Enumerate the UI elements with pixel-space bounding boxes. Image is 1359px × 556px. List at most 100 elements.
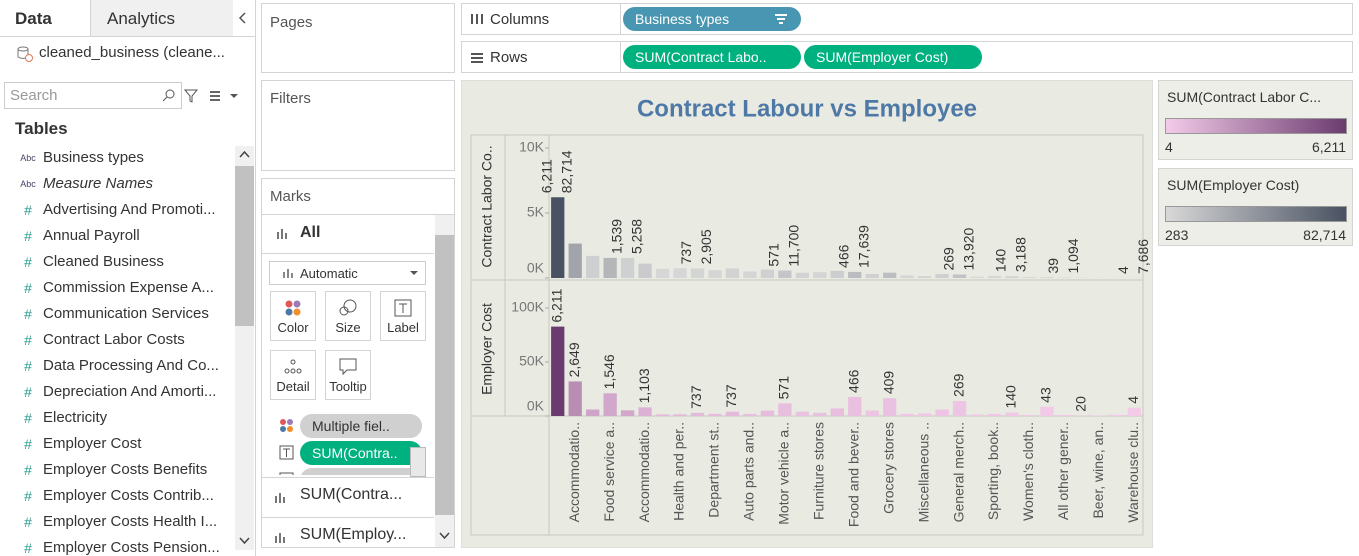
bar (743, 271, 757, 278)
bar (1040, 406, 1054, 416)
field-item[interactable]: # Electricity (0, 405, 232, 431)
color-legend[interactable]: SUM(Contract Labor C... 4 6,211 (1158, 80, 1353, 160)
toolbar-icons[interactable] (184, 88, 244, 104)
bar (848, 271, 862, 278)
field-item[interactable]: # Advertising And Promoti... (0, 197, 232, 223)
legend-title: SUM(Contract Labor C... (1167, 89, 1322, 105)
mark-type-dropdown[interactable]: Automatic (269, 261, 426, 285)
mark-button[interactable]: Color (270, 291, 316, 341)
bar (830, 408, 844, 416)
datasource-icon (17, 46, 33, 62)
field-name: Advertising And Promoti... (43, 201, 216, 218)
bar (1057, 277, 1072, 278)
bar-icon (275, 493, 285, 503)
mark-button[interactable]: Tooltip (325, 350, 371, 400)
data-tab[interactable]: Data (0, 0, 90, 36)
data-label: 269 (950, 373, 966, 397)
y-tick-label: 0K (527, 260, 545, 276)
marks-section[interactable]: SUM(Employ... (300, 526, 407, 543)
data-label: 737 (678, 241, 694, 265)
bar (795, 272, 809, 278)
field-type-icon: # (24, 280, 32, 296)
search-box[interactable]: Search (4, 82, 182, 109)
search-icon (162, 89, 175, 102)
row-pill[interactable]: SUM(Contract Labo.. (623, 45, 801, 69)
scrollbar[interactable] (235, 146, 254, 550)
bar (865, 410, 879, 416)
rows-shelf[interactable]: Rows SUM(Contract Labo.. SUM(Employer Co… (461, 41, 1353, 73)
data-label: 1,546 (601, 354, 617, 389)
marks-section[interactable]: SUM(Contra... (300, 486, 403, 503)
data-label: 6,211 (548, 288, 564, 322)
field-item[interactable]: # Annual Payroll (0, 223, 232, 249)
field-item[interactable]: # Data Processing And Co... (0, 353, 232, 379)
data-label: 6,211 (538, 159, 554, 193)
bar (813, 272, 827, 278)
field-type-icon: Abc (20, 179, 36, 189)
bar (743, 413, 757, 416)
scrollbar[interactable] (435, 215, 454, 547)
columns-shelf[interactable]: Columns Business types (461, 3, 1353, 35)
field-item[interactable]: # Cleaned Business (0, 249, 232, 275)
field-item[interactable]: # Contract Labor Costs (0, 327, 232, 353)
data-label: 571 (766, 243, 782, 267)
scroll-thumb[interactable] (435, 235, 454, 515)
mark-button[interactable]: Detail (270, 350, 316, 400)
collapse-icon[interactable] (236, 10, 250, 26)
field-name: Employer Cost (43, 435, 142, 452)
field-item[interactable]: # Employer Cost (0, 431, 232, 457)
column-pill[interactable]: Business types (623, 7, 801, 31)
marks-all[interactable]: All (300, 224, 321, 241)
pill-scroll[interactable] (410, 447, 426, 477)
bar (1127, 407, 1141, 416)
field-item[interactable]: # Employer Costs Benefits (0, 457, 232, 483)
bar (603, 393, 617, 416)
datasource-name[interactable]: cleaned_business (cleane... (39, 44, 225, 61)
bar (813, 412, 827, 416)
filters-title: Filters (270, 90, 311, 107)
field-item[interactable]: # Employer Costs Contrib... (0, 483, 232, 509)
mark-pill[interactable]: SUM(Contra.. (300, 441, 422, 465)
field-type-icon: # (24, 462, 32, 478)
bar (848, 396, 862, 416)
bar (603, 257, 617, 278)
marks-title: Marks (270, 188, 311, 205)
field-item[interactable]: # Commission Expense A... (0, 275, 232, 301)
mark-button[interactable]: Label (380, 291, 426, 341)
bar (708, 270, 722, 278)
field-item[interactable]: Abc Measure Names (0, 171, 232, 197)
field-name: Employer Costs Benefits (43, 461, 208, 478)
color-legend[interactable]: SUM(Employer Cost) 283 82,714 (1158, 168, 1353, 246)
pill-icon (279, 445, 294, 460)
x-tick-label: General merch.. (950, 422, 966, 522)
x-tick-label: Warehouse clu.. (1125, 422, 1141, 523)
filters-shelf[interactable]: Filters (261, 80, 455, 171)
scroll-down[interactable] (238, 536, 251, 546)
mark-pill[interactable]: Multiple fiel.. (300, 468, 422, 475)
mark-button[interactable]: Size (325, 291, 371, 341)
scroll-down[interactable] (438, 531, 451, 541)
field-item[interactable]: # Employer Costs Pension... (0, 535, 232, 556)
field-item[interactable]: # Depreciation And Amorti... (0, 379, 232, 405)
field-item[interactable]: # Communication Services (0, 301, 232, 327)
row-pill[interactable]: SUM(Employer Cost) (804, 45, 982, 69)
data-label: 466 (835, 244, 851, 268)
data-label: 571 (776, 376, 792, 400)
field-item[interactable]: # Employer Costs Health I... (0, 509, 232, 535)
bar (760, 269, 775, 278)
scroll-thumb[interactable] (235, 166, 254, 326)
bar (638, 263, 652, 278)
divider (620, 42, 621, 72)
analytics-tab[interactable]: Analytics (90, 0, 233, 36)
pages-shelf[interactable]: Pages (261, 3, 455, 73)
mark-pill[interactable]: Multiple fiel.. (300, 414, 422, 438)
x-tick-label: Health and per.. (671, 422, 687, 521)
legend-title: SUM(Employer Cost) (1167, 177, 1300, 193)
divider (262, 477, 434, 478)
field-item[interactable]: Abc Business types (0, 145, 232, 171)
bar (620, 257, 635, 278)
mark-button-label: Label (387, 320, 419, 335)
scroll-up[interactable] (238, 149, 251, 159)
data-label: 13,920 (960, 227, 976, 270)
